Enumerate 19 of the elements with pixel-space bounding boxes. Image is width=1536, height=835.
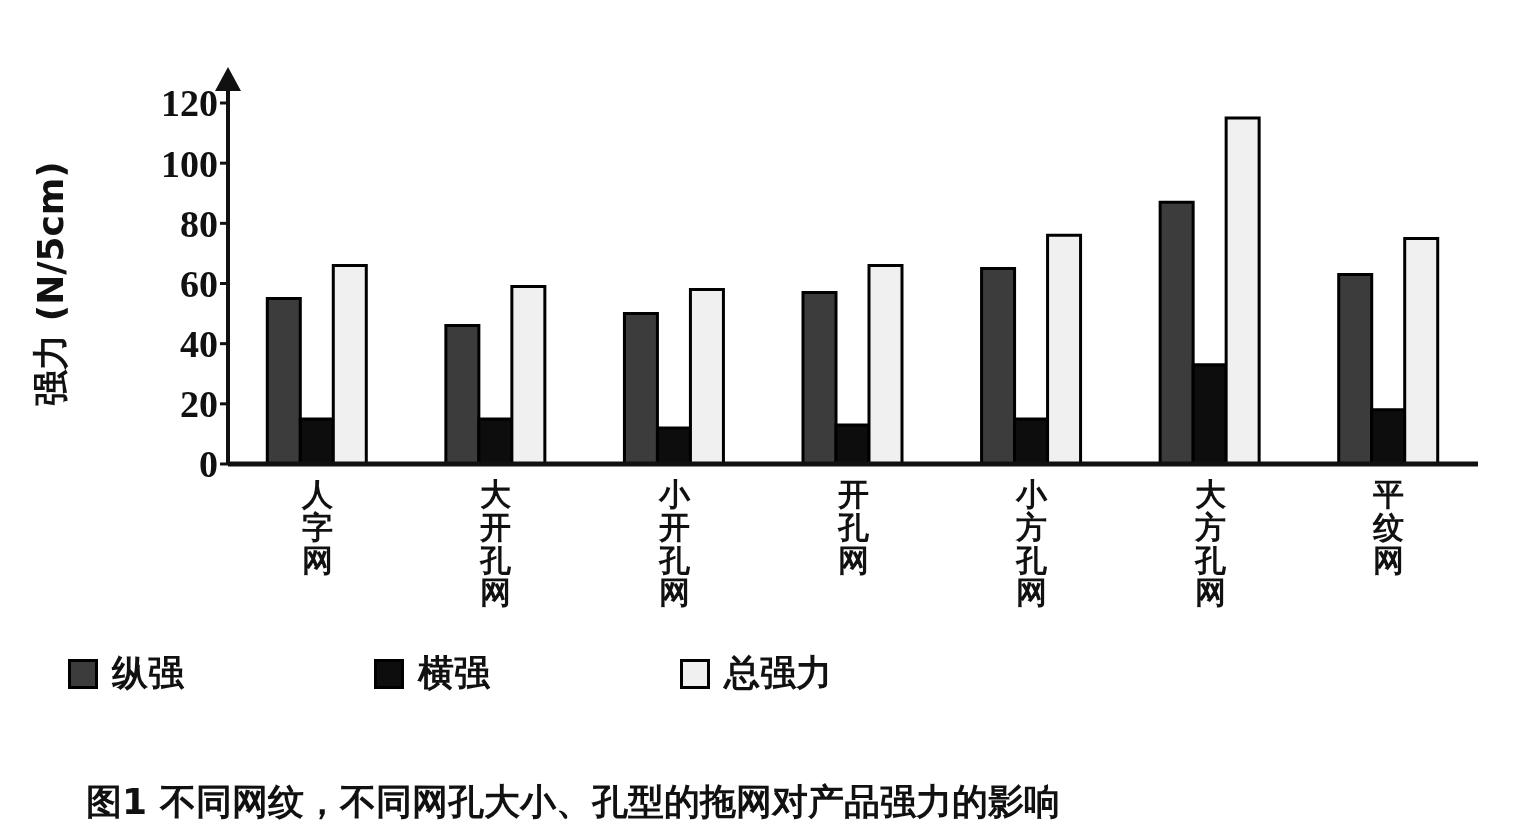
y-tick-label: 120 xyxy=(161,82,218,125)
y-tick-label: 40 xyxy=(180,323,218,366)
y-axis-title: 强力 (N/5cm) xyxy=(29,161,71,406)
legend-label: 纵强 xyxy=(112,651,184,695)
y-tick-label: 100 xyxy=(161,142,218,185)
y-tick-label: 0 xyxy=(199,443,218,486)
legend-label: 总强力 xyxy=(724,651,832,695)
x-tick-label: 开孔网 xyxy=(836,476,870,578)
x-tick-label: 平纹网 xyxy=(1372,476,1405,578)
x-tick-label: 小方孔网 xyxy=(1015,476,1049,611)
text: 图1 不同网纹，不同网孔大小、孔型的拖网对产品强力的影响 xyxy=(85,780,1061,824)
y-tick-label: 80 xyxy=(180,202,218,245)
x-tick-label: 大开孔网 xyxy=(479,476,513,611)
y-tick-label: 60 xyxy=(180,262,218,305)
x-tick-label: 小开孔网 xyxy=(657,476,691,611)
y-tick-label: 20 xyxy=(180,383,218,426)
x-tick-label: 大方孔网 xyxy=(1193,476,1227,611)
x-tick-label: 人字网 xyxy=(300,476,334,578)
legend-label: 横强 xyxy=(418,651,490,695)
